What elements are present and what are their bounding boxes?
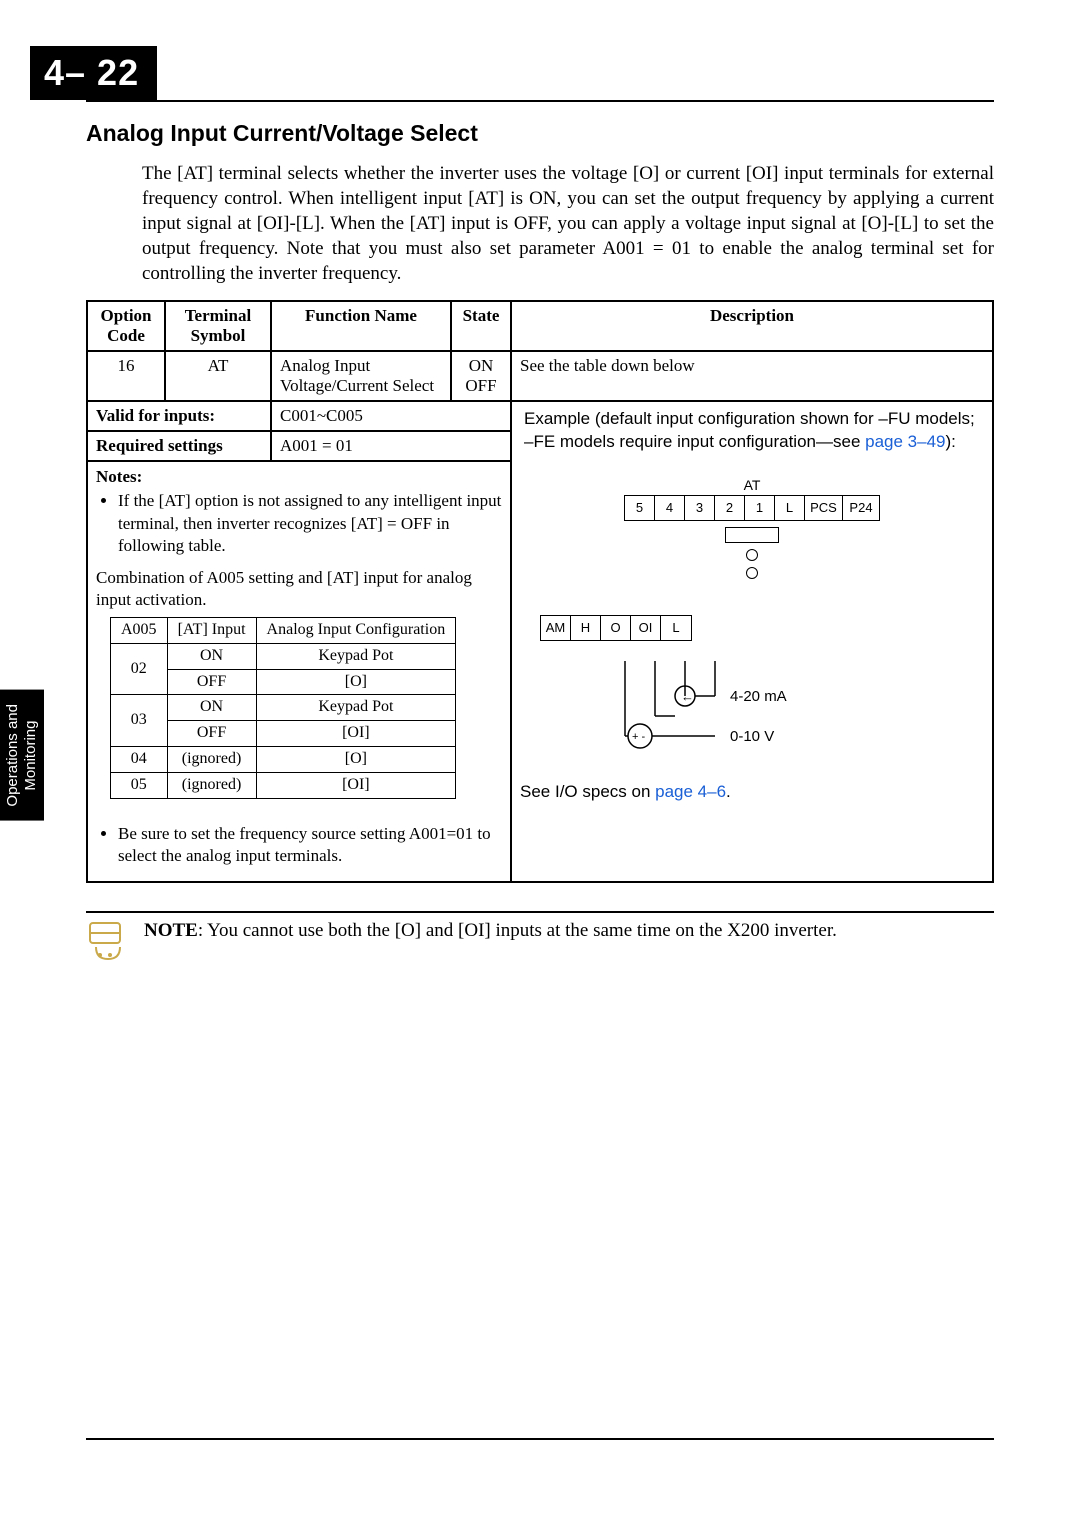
io-specs-line: See I/O specs on page 4–6. [520, 781, 984, 804]
top-rule [86, 100, 994, 102]
svg-text:←: ← [681, 689, 694, 704]
note-text: NOTE: You cannot use both the [O] and [O… [144, 919, 994, 944]
term-1: 1 [745, 496, 775, 520]
a005-r0-cfg: Keypad Pot [256, 643, 456, 669]
current-label: 4-20 mA [730, 687, 787, 707]
top-terminal-row: 5 4 3 2 1 L PCS P24 [624, 495, 880, 521]
intro-paragraph: The [AT] terminal selects whether the in… [142, 161, 994, 286]
a005-04: 04 [111, 746, 168, 772]
term-4: 4 [655, 496, 685, 520]
at-label: AT [520, 476, 984, 495]
source-diagram: ← + - 4-20 mA 0-10 V [520, 661, 984, 781]
cell-description: See the table down below [512, 352, 992, 402]
a005-th-2: Analog Input Configuration [256, 617, 456, 643]
term-pcs: PCS [805, 496, 843, 520]
a005-r2-at: ON [167, 695, 256, 721]
diagram-panel: AT 5 4 3 2 1 L PCS P24 AM H [512, 462, 992, 880]
cell-function-name: Analog Input Voltage/Current Select [272, 352, 452, 402]
a005-r0-at: ON [167, 643, 256, 669]
bottom-terminal-row: AM H O OI L [540, 615, 692, 641]
a005-03: 03 [111, 695, 168, 747]
switch-box [725, 527, 779, 543]
term-h: H [571, 616, 601, 640]
spec-after: . [726, 782, 731, 801]
wiring-diagram: AT 5 4 3 2 1 L PCS P24 AM H [520, 476, 984, 781]
term-p24: P24 [843, 496, 879, 520]
link-page-3-49[interactable]: page 3–49 [865, 432, 945, 451]
svg-text:+ -: + - [632, 731, 645, 743]
cell-option-code: 16 [88, 352, 166, 402]
voltage-label: 0-10 V [730, 727, 774, 747]
bottom-rule [86, 1438, 994, 1440]
valid-inputs-value: C001~C005 [272, 402, 512, 432]
valid-inputs-label: Valid for inputs: [88, 402, 272, 432]
main-table: Option Code Terminal Symbol Function Nam… [86, 300, 994, 882]
a005-r3-at: OFF [167, 721, 256, 747]
a005-02: 02 [111, 643, 168, 695]
a005-r5-at: (ignored) [167, 772, 256, 798]
example-header: Example (default input configuration sho… [512, 402, 992, 462]
term-l-top: L [775, 496, 805, 520]
a005-r4-at: (ignored) [167, 746, 256, 772]
switch-node-2 [746, 567, 758, 579]
a005-table: A005 [AT] Input Analog Input Configurati… [110, 617, 456, 799]
side-tab: Operations andMonitoring [0, 690, 44, 821]
example-intro-after: ): [946, 432, 956, 451]
a005-th-0: A005 [111, 617, 168, 643]
th-terminal-symbol: Terminal Symbol [166, 302, 272, 352]
notes-heading: Notes: [96, 466, 502, 488]
th-description: Description [512, 302, 992, 352]
th-function-name: Function Name [272, 302, 452, 352]
a005-r1-at: OFF [167, 669, 256, 695]
link-page-4-6[interactable]: page 4–6 [655, 782, 726, 801]
term-5: 5 [625, 496, 655, 520]
term-3: 3 [685, 496, 715, 520]
a005-r5-cfg: [OI] [256, 772, 456, 798]
term-am: AM [541, 616, 571, 640]
note-block: NOTE: You cannot use both the [O] and [O… [86, 911, 994, 963]
a005-r2-cfg: Keypad Pot [256, 695, 456, 721]
a005-r1-cfg: [O] [256, 669, 456, 695]
note-body: : You cannot use both the [O] and [OI] i… [198, 920, 837, 941]
note-label: NOTE [144, 920, 198, 941]
switch-node-1 [746, 549, 758, 561]
a005-r4-cfg: [O] [256, 746, 456, 772]
required-settings-label: Required settings [88, 432, 272, 462]
term-2: 2 [715, 496, 745, 520]
term-l-bot: L [661, 616, 691, 640]
a005-r3-cfg: [OI] [256, 721, 456, 747]
a005-05: 05 [111, 772, 168, 798]
note-icon [86, 919, 130, 963]
a005-th-1: [AT] Input [167, 617, 256, 643]
section-title: Analog Input Current/Voltage Select [86, 120, 994, 147]
note-bullet-2: Be sure to set the frequency source sett… [118, 823, 502, 867]
th-state: State [452, 302, 512, 352]
required-settings-value: A001 = 01 [272, 432, 512, 462]
page-content: Analog Input Current/Voltage Select The … [86, 120, 994, 963]
wiring-svg: ← + - [520, 661, 850, 781]
combo-text: Combination of A005 setting and [AT] inp… [96, 567, 502, 611]
cell-terminal-symbol: AT [166, 352, 272, 402]
note-bullet-1: If the [AT] option is not assigned to an… [118, 490, 502, 556]
term-o: O [601, 616, 631, 640]
th-option-code: Option Code [88, 302, 166, 352]
page-number-tab: 4– 22 [30, 46, 157, 100]
term-oi: OI [631, 616, 661, 640]
spec-text: See I/O specs on [520, 782, 655, 801]
notes-left: Notes: If the [AT] option is not assigne… [88, 462, 512, 880]
cell-state: ON OFF [452, 352, 512, 402]
side-tab-text: Operations andMonitoring [4, 704, 39, 807]
